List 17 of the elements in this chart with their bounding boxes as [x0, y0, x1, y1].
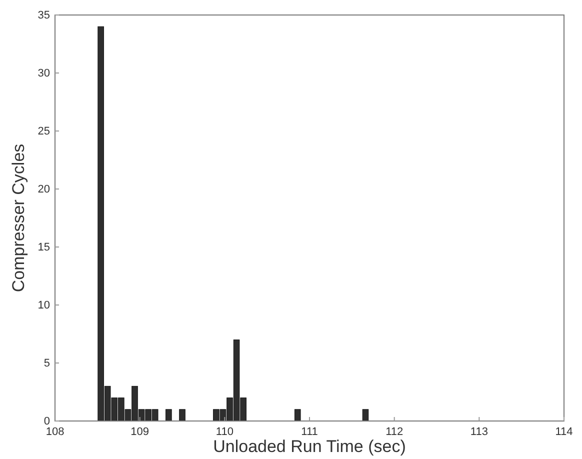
y-tick-label: 35 [38, 10, 50, 22]
y-tick-label: 25 [38, 126, 50, 138]
x-tick-label: 110 [216, 426, 234, 438]
x-tick-label: 108 [46, 426, 64, 438]
y-tick-label: 15 [38, 242, 50, 254]
y-tick-label: 10 [38, 300, 50, 312]
x-tick-label: 113 [470, 426, 488, 438]
y-tick-label: 5 [44, 358, 50, 370]
x-axis-title: Unloaded Run Time (sec) [213, 437, 406, 456]
y-tick-label: 20 [38, 184, 50, 196]
y-tick-label: 30 [38, 68, 50, 80]
x-tick-label: 109 [130, 426, 150, 438]
x-tick-label: 114 [555, 426, 573, 438]
x-tick-label: 111 [301, 426, 318, 438]
y-tick-label: 0 [44, 416, 50, 428]
y-axis-title: Compresser Cycles [9, 144, 28, 292]
x-tick-label: 112 [386, 426, 404, 438]
